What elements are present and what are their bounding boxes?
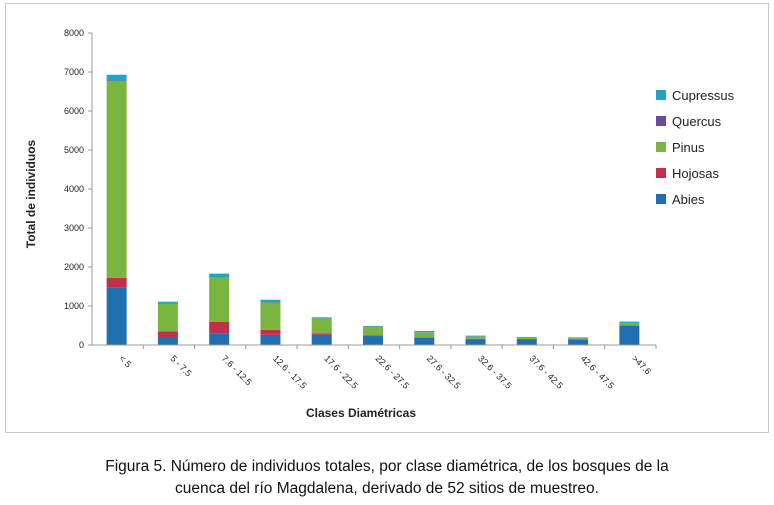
x-tick-label: < 5 xyxy=(117,353,133,369)
bar-segment-hojosas xyxy=(157,331,178,338)
bar-segment-cupressus xyxy=(414,330,435,333)
bar-segment-cupressus xyxy=(209,273,230,278)
bar-segment-abies xyxy=(157,337,178,345)
y-tick-label: 3000 xyxy=(64,223,84,233)
x-tick-label: 17.6 - 22.5 xyxy=(322,353,359,390)
chart-frame: 0 1000 2000 3000 4000 5000 6000 7000 8000 < 5 5 -… xyxy=(5,3,769,433)
bar-segment-abies xyxy=(106,287,127,345)
y-tick-label: 8000 xyxy=(64,28,84,38)
caption-line-2: cuenca del río Magdalena, derivado de 52… xyxy=(175,480,599,497)
legend-label-pinus: Pinus xyxy=(672,140,705,155)
x-tick-label: 27.6 - 32.5 xyxy=(425,353,462,390)
bar-segment-pinus xyxy=(106,80,127,278)
legend-swatch-abies xyxy=(656,194,666,204)
x-tick-label: >47.6 xyxy=(630,353,653,376)
y-tick-label: 1000 xyxy=(64,301,84,311)
bar-segment-pinus xyxy=(311,318,332,334)
x-tick-label: 37.6 - 42.5 xyxy=(527,353,564,390)
bar-segment-abies xyxy=(414,337,435,345)
bar-segment-cupressus xyxy=(568,337,589,338)
bar-segment-abies xyxy=(260,334,281,345)
bar-segment-cupressus xyxy=(311,317,332,319)
bar-segment-hojosas xyxy=(363,335,383,337)
caption-line-1: Figura 5. Número de individuos totales, … xyxy=(105,458,669,475)
y-tick-label: 2000 xyxy=(64,262,84,272)
bar-segment-abies xyxy=(619,325,640,345)
bar-segment-pinus xyxy=(568,338,589,340)
x-tick-label: 22.6 - 27.5 xyxy=(374,353,411,390)
bar-segment-pinus xyxy=(465,336,486,339)
bar-segment-cupressus xyxy=(363,325,383,327)
bars xyxy=(106,74,640,345)
bar-segment-cupressus xyxy=(619,321,640,323)
x-tick-label: 5 - 7.5 xyxy=(168,353,193,378)
bar-segment-hojosas xyxy=(260,329,281,335)
legend-label-cupressus: Cupressus xyxy=(672,88,735,103)
bar-segment-abies xyxy=(311,334,332,345)
bar-segment-cupressus xyxy=(157,301,178,304)
legend-swatch-pinus xyxy=(656,142,666,152)
legend-swatch-quercus xyxy=(656,116,666,126)
y-axis-title: Total de individuos xyxy=(24,139,38,248)
legend-label-abies: Abies xyxy=(672,192,705,207)
bar-segment-pinus xyxy=(260,302,281,330)
y-tick-label: 5000 xyxy=(64,145,84,155)
x-axis-ticks: < 5 5 - 7.5 7.6 - 12.5 12.6 - 17.5 17.6 - 22… xyxy=(117,345,657,391)
legend-label-quercus: Quercus xyxy=(672,114,722,129)
legend: Cupressus Quercus Pinus Hojosas Abies xyxy=(656,88,735,207)
legend-swatch-hojosas xyxy=(656,168,666,178)
bar-segment-hojosas xyxy=(209,321,230,334)
y-tick-label: 6000 xyxy=(64,106,84,116)
stacked-bar-chart: 0 1000 2000 3000 4000 5000 6000 7000 8000 < 5 5 -… xyxy=(24,28,735,420)
x-axis-title: Clases Diamétricas xyxy=(306,406,416,420)
bar-segment-hojosas xyxy=(106,277,127,288)
bar-segment-pinus xyxy=(414,332,435,338)
y-tick-label: 4000 xyxy=(64,184,84,194)
bar-segment-abies xyxy=(516,339,537,345)
bar-segment-pinus xyxy=(209,277,230,322)
bar-segment-pinus xyxy=(363,326,383,336)
bar-segment-hojosas xyxy=(311,333,332,335)
bar-segment-abies xyxy=(568,339,589,345)
x-tick-label: 42.6 - 47.5 xyxy=(579,353,616,390)
x-tick-label: 7.6 - 12.5 xyxy=(220,353,254,387)
x-tick-label: 32.6 - 37.5 xyxy=(476,353,513,390)
bar-segment-pinus xyxy=(619,323,640,326)
bar-segment-abies xyxy=(465,339,486,345)
x-tick-label: 12.6 - 17.5 xyxy=(271,353,308,390)
bar-segment-cupressus xyxy=(260,299,281,303)
y-tick-label: 0 xyxy=(79,340,84,350)
bar-segment-abies xyxy=(363,336,383,345)
y-axis-ticks: 0 1000 2000 3000 4000 5000 6000 7000 8000 xyxy=(64,28,92,350)
bar-segment-cupressus xyxy=(106,74,127,81)
bar-segment-cupressus xyxy=(516,337,537,338)
bar-segment-abies xyxy=(209,333,230,345)
legend-swatch-cupressus xyxy=(656,90,666,100)
bar-segment-pinus xyxy=(516,337,537,339)
bar-segment-pinus xyxy=(157,304,178,332)
bar-segment-cupressus xyxy=(465,335,486,337)
legend-label-hojosas: Hojosas xyxy=(672,166,719,181)
figure-caption: Figura 5. Número de individuos totales, … xyxy=(0,456,774,500)
y-tick-label: 7000 xyxy=(64,67,84,77)
